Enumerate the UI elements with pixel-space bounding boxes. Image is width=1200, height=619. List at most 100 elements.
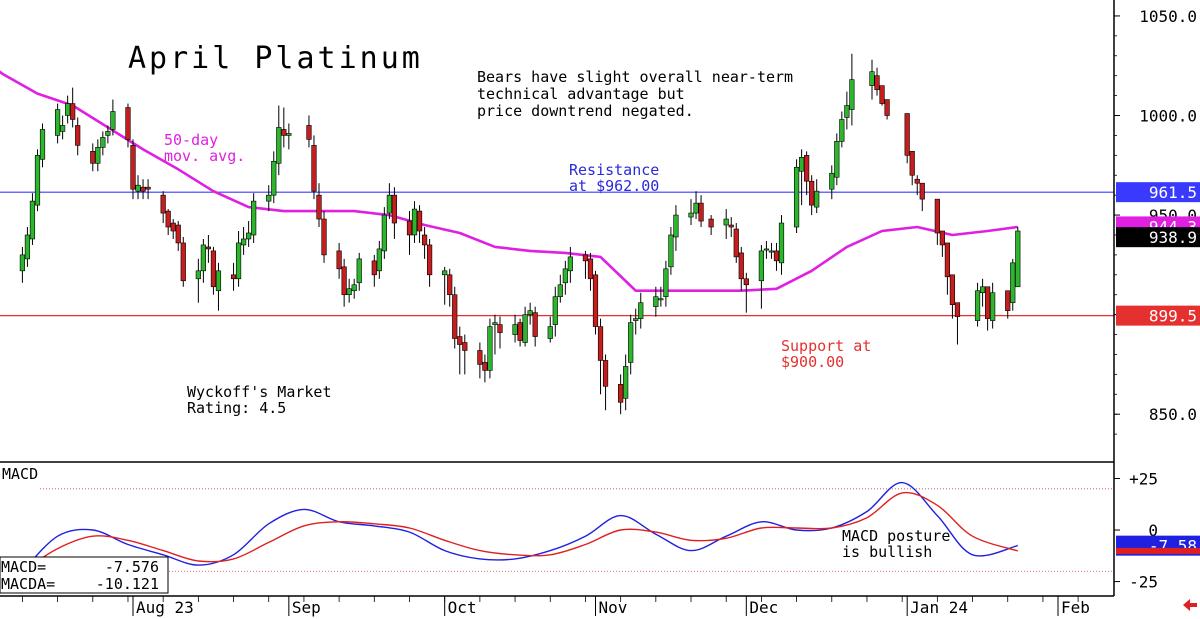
candle-down-body [457, 336, 463, 345]
candle [814, 179, 820, 214]
candle-up-body [442, 270, 448, 276]
candle [497, 316, 503, 349]
candle [356, 252, 362, 291]
rating-line-2: Rating: 4.5 [187, 399, 286, 417]
candle [517, 318, 523, 347]
candle-up-body [567, 256, 573, 272]
candle [175, 221, 181, 251]
candle-up-body [839, 119, 845, 142]
candle [693, 191, 699, 220]
candle-down-body [809, 180, 815, 206]
ma-label-line-1: 50-day [164, 131, 218, 149]
candle-up-body [95, 147, 101, 164]
candle-down-body [391, 194, 398, 224]
candle-down-body [904, 113, 910, 156]
x-tick-label: Nov [599, 598, 628, 617]
candle-down-body [773, 250, 780, 262]
candle [532, 306, 538, 347]
left-arrow-icon[interactable] [1183, 599, 1197, 611]
x-tick-label: Dec [749, 598, 778, 617]
candle [804, 151, 810, 196]
candle-down-body [170, 222, 176, 232]
candle [19, 246, 26, 283]
x-tick-label: Oct [448, 598, 477, 617]
candle [1015, 227, 1021, 288]
candle-up-body [195, 270, 201, 280]
candle [723, 209, 729, 239]
candle [75, 117, 81, 156]
candle-down-body [311, 145, 317, 192]
candle-down-body [934, 198, 940, 234]
candle [849, 53, 855, 126]
candle [743, 272, 749, 313]
candle [442, 266, 448, 305]
candle [793, 159, 800, 233]
price-tag: 899.5 [1116, 305, 1200, 326]
candle [200, 238, 206, 283]
candle [39, 123, 46, 168]
candle-down-body [145, 186, 151, 190]
candle-up-body [251, 200, 257, 236]
x-tick-label: Feb [1061, 598, 1090, 617]
candle [336, 242, 342, 279]
candle-up-body [663, 268, 669, 298]
candle-up-body [24, 234, 31, 260]
candle-down-body [140, 186, 146, 192]
candle [623, 354, 629, 411]
candle [592, 270, 599, 335]
candle-down-body [160, 194, 166, 214]
candle [949, 274, 956, 319]
candle [70, 87, 76, 128]
candle [54, 103, 61, 144]
macd-y-tick-label: 0 [1148, 521, 1158, 540]
candle-up-body [487, 326, 493, 371]
candle [879, 85, 885, 106]
candle [668, 227, 674, 275]
candle [311, 135, 317, 200]
candle-down-body [482, 362, 488, 371]
candle-up-body [19, 254, 26, 272]
candle [663, 260, 669, 307]
candle-down-body [592, 274, 599, 327]
candle-up-body [653, 296, 659, 307]
candle [633, 308, 639, 335]
candle-down-body [517, 322, 523, 341]
candle [125, 103, 131, 148]
candle-down-body [427, 244, 433, 276]
commentary-line-3: price downtrend negated. [477, 102, 694, 120]
macda-readout-value: -10.121 [96, 575, 159, 593]
candle [240, 227, 247, 255]
candle [688, 199, 694, 226]
candle [421, 227, 428, 259]
candle [321, 211, 327, 263]
candle [778, 215, 785, 275]
candle-up-body [673, 214, 679, 238]
candle [799, 149, 805, 206]
candle [638, 292, 644, 329]
candle-up-body [135, 184, 141, 192]
candle-down-body [985, 286, 991, 319]
macd-y-tick-label: -25 [1129, 573, 1158, 592]
candle-up-body [286, 133, 292, 136]
macd-y-tick-label: +25 [1129, 469, 1158, 488]
candle [738, 246, 744, 291]
candle [29, 193, 36, 245]
candle [376, 240, 382, 279]
candle [105, 125, 111, 144]
candle [95, 139, 101, 172]
candle-up-body [351, 284, 357, 292]
candle [381, 207, 387, 259]
candle [768, 242, 775, 259]
candle [230, 262, 237, 291]
candle-down-body [180, 242, 186, 282]
candle-up-body [110, 111, 116, 130]
candle-up-body [1010, 262, 1016, 303]
macda-readout-label: MACDA= [1, 575, 55, 593]
candle-up-body [105, 131, 111, 136]
candle-up-body [235, 242, 242, 280]
candle-down-body [698, 202, 704, 222]
candle [909, 151, 915, 186]
candle-up-body [557, 284, 563, 298]
y-tick-label: 1050.0 [1139, 7, 1197, 26]
candle [145, 179, 151, 200]
